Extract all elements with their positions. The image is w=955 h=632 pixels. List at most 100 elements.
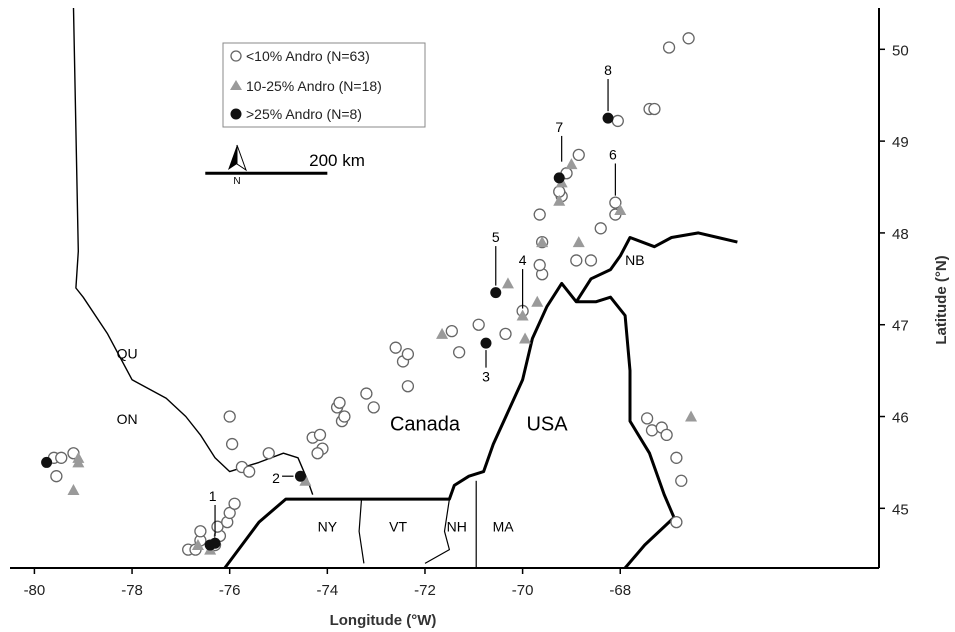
- north-arrow: N: [228, 144, 247, 187]
- point-s2-4: [480, 337, 492, 349]
- point-s0-41: [533, 208, 546, 221]
- point-s0-24: [333, 396, 346, 409]
- site-labels: 1 2 3 4 5 6 7 8: [209, 62, 617, 537]
- point-s0-47: [584, 254, 598, 267]
- point-s0-45: [572, 148, 585, 162]
- point-s1-5: [436, 327, 449, 339]
- point-s0-26: [338, 410, 351, 423]
- point-s0-18: [262, 447, 275, 460]
- point-s0-48: [594, 222, 607, 235]
- region-label-nb: NB: [625, 252, 644, 268]
- border-line-3: [575, 231, 738, 303]
- site-label-7: 7: [555, 119, 563, 135]
- point-s2-7: [602, 112, 614, 124]
- point-s0-17: [243, 465, 256, 478]
- y-tick-label-4: 49: [892, 134, 909, 151]
- x-tick-label-0: -80: [24, 582, 46, 599]
- point-s1-16: [685, 410, 698, 422]
- political-borders: [72, 7, 738, 569]
- point-s0-13: [228, 497, 241, 510]
- north-label: N: [233, 176, 240, 187]
- site-label-8: 8: [604, 62, 612, 78]
- point-s0-22: [311, 447, 324, 460]
- region-label-on: ON: [117, 411, 138, 427]
- point-s0-53: [648, 102, 661, 116]
- point-s0-20: [313, 428, 327, 442]
- point-s0-60: [670, 451, 683, 464]
- border-line-1: [72, 7, 314, 495]
- point-s0-3: [50, 470, 63, 483]
- border-line-5: [424, 499, 450, 564]
- x-tick-label-2: -76: [219, 582, 241, 599]
- point-s0-56: [640, 412, 654, 425]
- site-label-4: 4: [519, 252, 527, 268]
- point-s1-2: [191, 539, 204, 551]
- point-s0-50: [609, 196, 622, 209]
- site-label-1: 1: [209, 488, 217, 504]
- point-s0-62: [670, 515, 683, 529]
- point-s0-32: [401, 380, 415, 393]
- y-tick-label-2: 47: [892, 318, 909, 335]
- point-s0-55: [682, 32, 695, 45]
- region-label-vt: VT: [389, 518, 407, 534]
- point-s1-1: [67, 483, 80, 495]
- point-s0-34: [452, 346, 466, 359]
- x-axis-label: Longitude (°W): [330, 612, 437, 629]
- border-line-2: [223, 281, 676, 569]
- point-s0-35: [472, 318, 485, 331]
- point-s0-46: [570, 254, 583, 267]
- y-tick-label-3: 48: [892, 226, 909, 243]
- region-labels: QU ON Canada USA NB NY VT NH MA: [117, 252, 645, 534]
- region-label-ny: NY: [318, 518, 338, 534]
- border-line-4: [358, 499, 365, 564]
- north-arrow-left-icon: [228, 145, 237, 170]
- legend-label-high: >25% Andro (N=8): [246, 106, 362, 122]
- y-tick-label-5: 50: [892, 42, 909, 59]
- legend: <10% Andro (N=63) 10-25% Andro (N=18) >2…: [222, 42, 426, 128]
- point-s1-17: [72, 451, 85, 463]
- legend-label-low: <10% Andro (N=63): [246, 48, 370, 64]
- region-label-nh: NH: [447, 518, 467, 534]
- region-label-ma: MA: [493, 518, 515, 534]
- site-label-2: 2: [272, 470, 280, 486]
- point-s0-27: [360, 387, 373, 400]
- y-axis-label: Latitude (°N): [933, 255, 950, 344]
- point-s1-14: [572, 236, 585, 248]
- legend-label-mid: 10-25% Andro (N=18): [246, 78, 382, 94]
- point-s0-61: [675, 474, 688, 487]
- point-s0-51: [611, 114, 624, 128]
- scale-bar-label: 200 km: [309, 151, 365, 170]
- region-label-usa: USA: [526, 413, 568, 435]
- point-s0-39: [533, 258, 546, 272]
- point-s1-13: [565, 158, 578, 170]
- point-s2-3: [294, 470, 306, 482]
- point-s1-4: [299, 474, 312, 486]
- legend-marker-high: [230, 108, 242, 120]
- x-tick-label-4: -72: [414, 582, 436, 599]
- point-s2-0: [41, 456, 53, 468]
- legend-marker-low: [230, 50, 242, 62]
- point-s1-7: [516, 309, 529, 321]
- x-tick-label-3: -74: [316, 582, 338, 599]
- x-tick-label-1: -78: [121, 582, 143, 599]
- y-tick-label-0: 45: [892, 501, 909, 518]
- point-s1-6: [501, 277, 514, 289]
- point-s0-31: [401, 347, 415, 361]
- point-s0-29: [389, 341, 402, 354]
- region-label-qu: QU: [117, 346, 138, 362]
- point-s0-14: [223, 410, 236, 423]
- point-s2-2: [209, 537, 221, 549]
- point-s0-36: [499, 327, 512, 341]
- point-s1-9: [531, 295, 544, 307]
- point-s0-28: [367, 401, 380, 414]
- point-s2-6: [553, 172, 565, 184]
- point-s0-33: [445, 324, 458, 338]
- point-s0-1: [55, 451, 68, 464]
- point-s0-7: [194, 525, 207, 538]
- x-tick-label-6: -68: [609, 582, 631, 599]
- site-label-6: 6: [609, 146, 617, 162]
- point-s1-11: [553, 194, 566, 206]
- scale-bar: 200 km: [205, 151, 365, 175]
